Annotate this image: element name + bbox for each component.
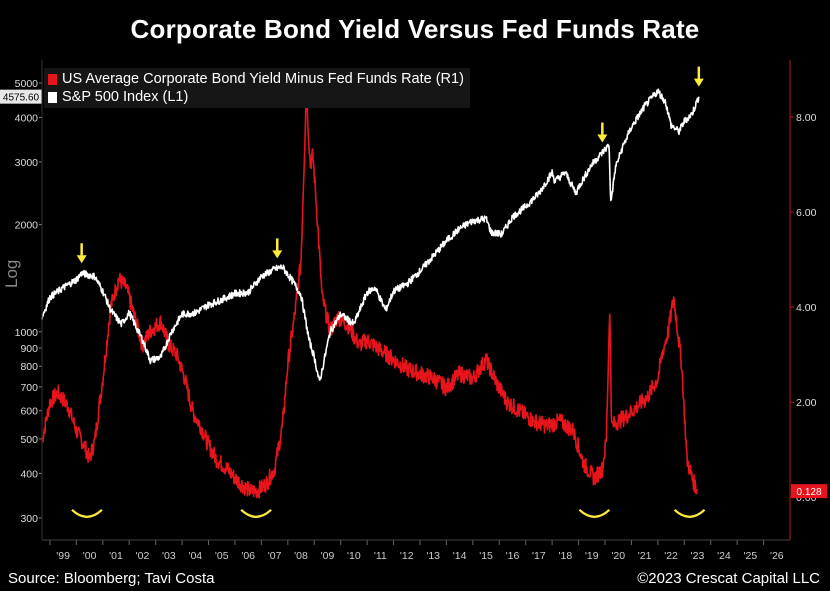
sp500-last-value-box [0, 89, 42, 104]
spread-series-line [41, 95, 699, 499]
peak-arrow-head [272, 250, 283, 259]
trough-smile [578, 509, 611, 518]
annotations [71, 66, 706, 518]
left-tick-label: 800 [20, 361, 38, 373]
x-tick-label: '08 [294, 550, 308, 562]
left-tick-label: 5000 [15, 78, 39, 90]
x-tick-label: '13 [426, 550, 440, 562]
spread-last-value-box [791, 484, 827, 499]
x-tick-label: '11 [374, 550, 387, 562]
x-tick-label: '23 [691, 550, 705, 562]
sp500-last-value-label: 4575.60 [3, 93, 40, 104]
trough-smile [673, 509, 706, 518]
x-tick-label: '99 [56, 550, 70, 562]
right-tick-label: 2.00 [796, 397, 817, 409]
x-tick-label: '14 [453, 550, 467, 562]
last-value-labels: 4575.60 0.128 [0, 89, 827, 499]
left-tick-label: 2000 [15, 220, 39, 232]
left-tick-label: 4000 [15, 112, 39, 124]
left-tick-label: 3000 [15, 157, 39, 169]
source-text: Source: Bloomberg; Tavi Costa [8, 570, 215, 587]
left-tick-label: 700 [20, 382, 38, 394]
sp500-series-line [41, 88, 700, 381]
legend: US Average Corporate Bond Yield Minus Fe… [44, 68, 470, 108]
right-tick-label: 4.00 [796, 302, 817, 314]
right-tick-label: 6.00 [796, 207, 817, 219]
x-tick-label: '01 [109, 550, 123, 562]
x-tick-label: '06 [241, 550, 255, 562]
x-tick-label: '12 [400, 550, 414, 562]
left-tick-label: 900 [20, 343, 38, 355]
x-tick-label: '16 [506, 550, 520, 562]
x-axis-ticks: '99 '00 '01 '02 '03 '04 '05 '06 '07 '08 '09 '10 '11 '… [49, 540, 784, 562]
peak-arrow-head [693, 78, 704, 87]
peak-arrow-head [76, 255, 87, 264]
x-tick-label: '02 [136, 550, 150, 562]
chart-title: Corporate Bond Yield Versus Fed Funds Ra… [130, 14, 700, 44]
right-axis-ticks: 0.002.004.006.008.00 [790, 112, 817, 504]
x-tick-label: '20 [611, 550, 625, 562]
x-tick-label: '17 [532, 550, 546, 562]
legend-swatch-spread [48, 73, 57, 85]
x-tick-label: '07 [268, 550, 282, 562]
x-tick-label: '03 [162, 550, 176, 562]
x-tick-label: '09 [321, 550, 335, 562]
left-tick-label: 500 [20, 434, 38, 446]
trough-smile [240, 509, 272, 518]
x-tick-label: '00 [83, 550, 97, 562]
left-tick-label: 400 [20, 468, 38, 480]
left-tick-label: 300 [20, 513, 38, 525]
x-tick-label: '19 [585, 550, 599, 562]
x-tick-label: '26 [770, 550, 784, 562]
legend-entry-sp500: S&P 500 Index (L1) [48, 88, 464, 106]
x-tick-label: '22 [664, 550, 678, 562]
x-tick-label: '21 [638, 550, 652, 562]
x-tick-label: '25 [744, 550, 758, 562]
legend-entry-spread: US Average Corporate Bond Yield Minus Fe… [48, 70, 464, 88]
spread-last-value-label: 0.128 [796, 487, 821, 498]
x-tick-label: '24 [717, 550, 731, 562]
x-tick-label: '05 [215, 550, 229, 562]
trough-smile [71, 509, 103, 518]
x-tick-label: '10 [347, 550, 361, 562]
left-tick-label: 600 [20, 406, 38, 418]
left-tick-label: 1000 [15, 327, 39, 339]
left-axis-ticks: 300 400 500 600 700 800 900 1000 2000 3000 4000 500… [15, 78, 42, 525]
legend-swatch-sp500 [48, 91, 57, 103]
x-tick-label: '15 [479, 550, 493, 562]
copyright-text: ©2023 Crescat Capital LLC [637, 570, 820, 587]
peak-arrow-head [597, 134, 608, 143]
left-axis-log-label: Log [2, 259, 21, 288]
right-tick-label: 8.00 [796, 112, 817, 124]
legend-label-spread: US Average Corporate Bond Yield Minus Fe… [62, 71, 464, 87]
series-lines [41, 88, 700, 499]
x-tick-label: '18 [558, 550, 572, 562]
x-tick-label: '04 [188, 550, 202, 562]
legend-label-sp500: S&P 500 Index (L1) [62, 89, 189, 105]
